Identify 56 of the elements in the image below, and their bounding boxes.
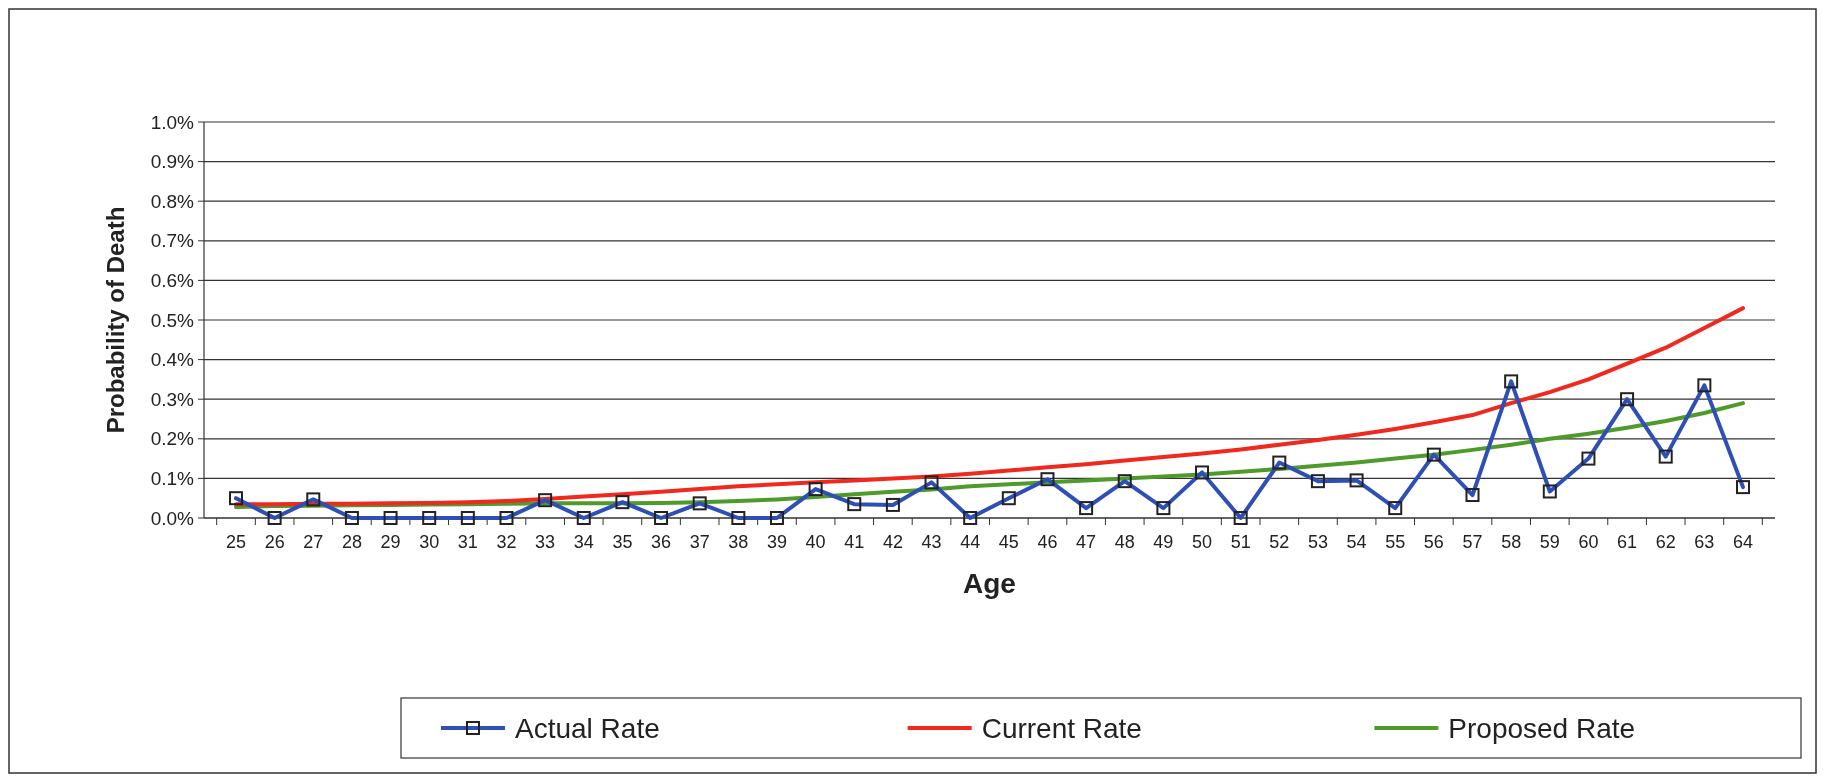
x-tick-label: 62	[1655, 532, 1676, 552]
x-tick-label: 54	[1346, 532, 1367, 552]
x-tick-label: 26	[264, 532, 285, 552]
x-tick-label: 39	[766, 532, 787, 552]
x-tick-label: 50	[1192, 532, 1213, 552]
y-tick-label: 0.3%	[150, 388, 195, 410]
x-tick-label: 64	[1732, 532, 1754, 552]
x-tick-label: 31	[457, 532, 478, 552]
x-axis-title: Age	[963, 568, 1016, 599]
x-tick-label: 57	[1462, 532, 1483, 552]
x-tick-label: 55	[1385, 532, 1406, 552]
x-tick-label: 51	[1230, 532, 1251, 552]
y-tick-label: 0.8%	[150, 190, 195, 212]
y-tick-label: 0.9%	[150, 151, 195, 173]
x-tick-label: 36	[651, 532, 672, 552]
y-axis-title: Probability of Death	[102, 206, 129, 434]
x-tick-label: 25	[225, 532, 247, 552]
x-tick-label: 42	[882, 532, 903, 552]
legend-label: Actual Rate	[515, 712, 660, 744]
x-tick-label: 43	[921, 532, 942, 552]
x-tick-label: 59	[1539, 532, 1560, 552]
x-tick-label: 27	[303, 532, 324, 552]
x-tick-label: 41	[844, 532, 865, 552]
x-tick-label: 63	[1694, 532, 1715, 552]
y-tick-label: 0.6%	[150, 270, 195, 292]
x-tick-label: 53	[1307, 532, 1328, 552]
x-tick-label: 56	[1423, 532, 1444, 552]
x-tick-label: 58	[1501, 532, 1522, 552]
x-tick-label: 33	[535, 532, 556, 552]
x-tick-label: 34	[573, 532, 594, 552]
x-tick-label: 49	[1153, 532, 1174, 552]
x-tick-label: 52	[1269, 532, 1290, 552]
y-tick-label: 0.2%	[150, 428, 195, 450]
x-tick-label: 47	[1076, 532, 1097, 552]
y-tick-label: 0.7%	[150, 230, 195, 252]
x-tick-label: 44	[960, 532, 981, 552]
legend-label: Proposed Rate	[1448, 712, 1636, 744]
x-tick-label: 48	[1114, 532, 1135, 552]
y-tick-label: 0.4%	[150, 349, 195, 371]
y-tick-label: 0.1%	[150, 468, 195, 490]
y-tick-label: 1.0%	[150, 111, 195, 133]
x-tick-label: 30	[419, 532, 440, 552]
x-tick-label: 61	[1617, 532, 1638, 552]
x-tick-label: 40	[805, 532, 826, 552]
x-tick-label: 46	[1037, 532, 1058, 552]
x-tick-label: 38	[728, 532, 749, 552]
legend-label: Current Rate	[981, 712, 1142, 744]
x-tick-label: 60	[1578, 532, 1599, 552]
y-tick-label: 0.0%	[150, 507, 195, 529]
x-tick-label: 35	[612, 532, 633, 552]
x-tick-label: 45	[998, 532, 1019, 552]
y-tick-label: 0.5%	[150, 309, 195, 331]
x-tick-label: 29	[380, 532, 401, 552]
x-tick-label: 28	[341, 532, 362, 552]
x-tick-label: 37	[689, 532, 710, 552]
x-tick-label: 32	[496, 532, 517, 552]
